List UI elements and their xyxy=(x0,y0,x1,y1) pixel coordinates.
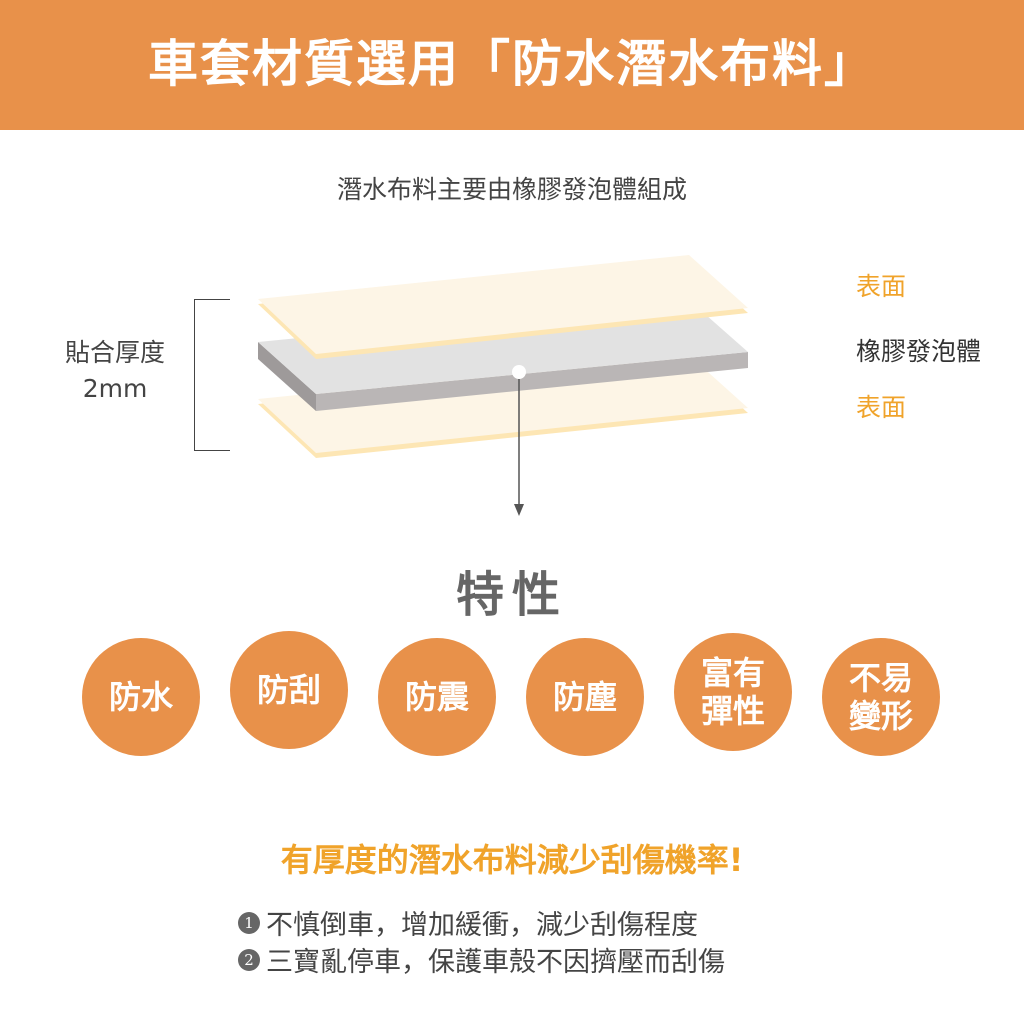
tagline: 有厚度的潛水布料減少刮傷機率! xyxy=(280,841,744,879)
number-2-icon: 2 xyxy=(238,948,260,971)
feature-shockproof: 防震 xyxy=(378,638,496,756)
layer-diagram xyxy=(258,255,748,516)
feature-text: 防水 xyxy=(108,678,173,716)
feature-text: 不易 xyxy=(848,659,913,697)
feature-waterproof: 防水 xyxy=(82,638,200,756)
features-title: 特性 xyxy=(455,567,568,623)
point-text: 不慎倒車，增加緩衝，減少刮傷程度 xyxy=(266,910,698,941)
pointer-dot xyxy=(512,365,526,379)
top-surface-layer xyxy=(258,255,748,359)
thickness-text: 貼合厚度 xyxy=(64,338,165,367)
point-text: 三寶亂停車，保護車殼不因擠壓而刮傷 xyxy=(266,947,725,978)
layer-label-top: 表面 xyxy=(856,272,907,301)
feature-scratchproof: 防刮 xyxy=(230,631,348,749)
feature-text: 彈性 xyxy=(700,692,765,730)
feature-text: 變形 xyxy=(848,697,913,735)
point-2: 2 三寶亂停車，保護車殼不因擠壓而刮傷 xyxy=(238,940,725,979)
layer-label-middle: 橡膠發泡體 xyxy=(856,337,982,366)
feature-text: 防震 xyxy=(404,678,469,716)
feature-text: 防塵 xyxy=(552,678,617,716)
number-1-icon: 1 xyxy=(238,911,260,934)
feature-dustproof: 防塵 xyxy=(526,638,644,756)
subtitle: 潛水布料主要由橡膠發泡體組成 xyxy=(336,175,687,204)
feature-nondeforming: 不易 變形 xyxy=(822,638,940,756)
feature-text: 防刮 xyxy=(256,671,321,709)
feature-text: 富有 xyxy=(700,654,765,692)
page-title: 車套材質選用「防水潛水布料」 xyxy=(0,0,1024,130)
point-1: 1 不慎倒車，增加緩衝，減少刮傷程度 xyxy=(238,903,698,942)
thickness-label: 貼合厚度 2mm xyxy=(40,335,190,407)
feature-elastic: 富有 彈性 xyxy=(674,633,792,751)
layer-label-bottom: 表面 xyxy=(856,393,907,422)
thickness-bracket xyxy=(194,299,230,451)
thickness-value: 2mm xyxy=(82,374,148,403)
arrow-down-icon xyxy=(514,504,524,516)
